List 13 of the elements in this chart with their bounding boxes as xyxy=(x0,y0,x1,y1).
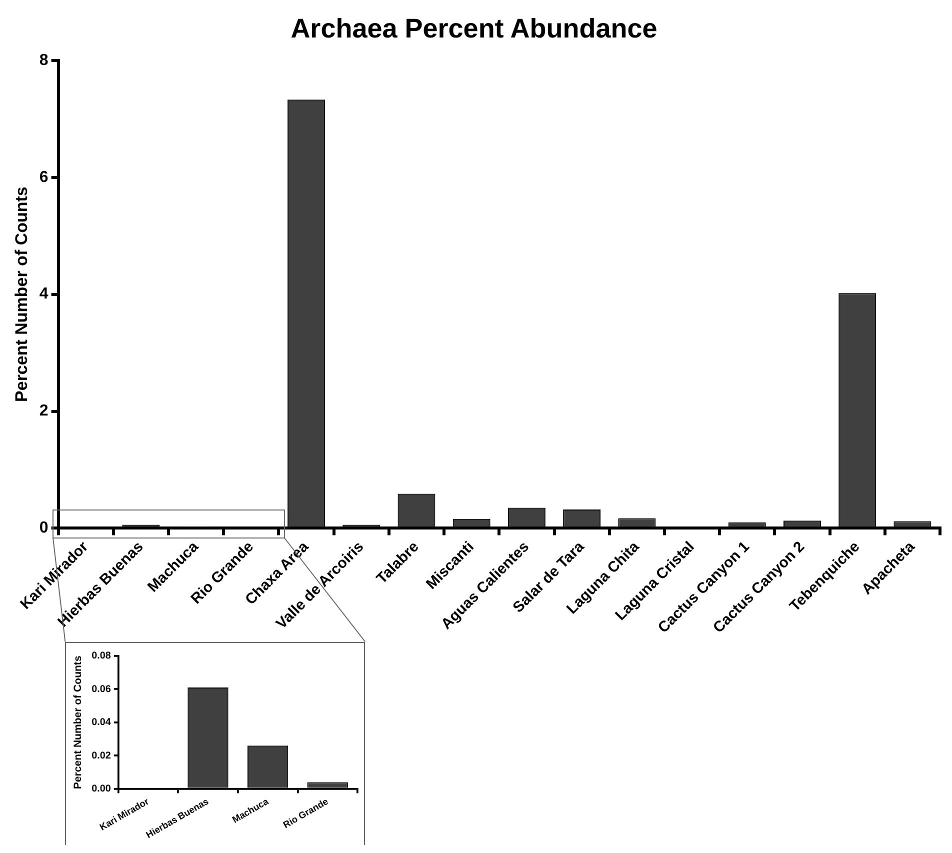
y-tick-label: 0.02 xyxy=(92,750,112,762)
y-axis-title: Percent Number of Counts xyxy=(12,186,31,402)
y-tick-label: 0.06 xyxy=(92,684,112,695)
y-tick-label: 6 xyxy=(39,168,48,186)
y-tick-label: 0 xyxy=(39,520,48,537)
y-tick-label: 0.00 xyxy=(92,784,112,795)
chart-title: Archaea Percent Abundance xyxy=(290,14,658,44)
y-tick-label: 8 xyxy=(39,52,48,69)
y-tick-label: 0.08 xyxy=(92,650,112,662)
y-axis-title: Percent Number of Counts xyxy=(72,656,84,790)
y-tick-label: 2 xyxy=(39,402,48,420)
y-tick-label: 4 xyxy=(39,286,48,303)
y-tick-label: 0.04 xyxy=(92,717,112,728)
